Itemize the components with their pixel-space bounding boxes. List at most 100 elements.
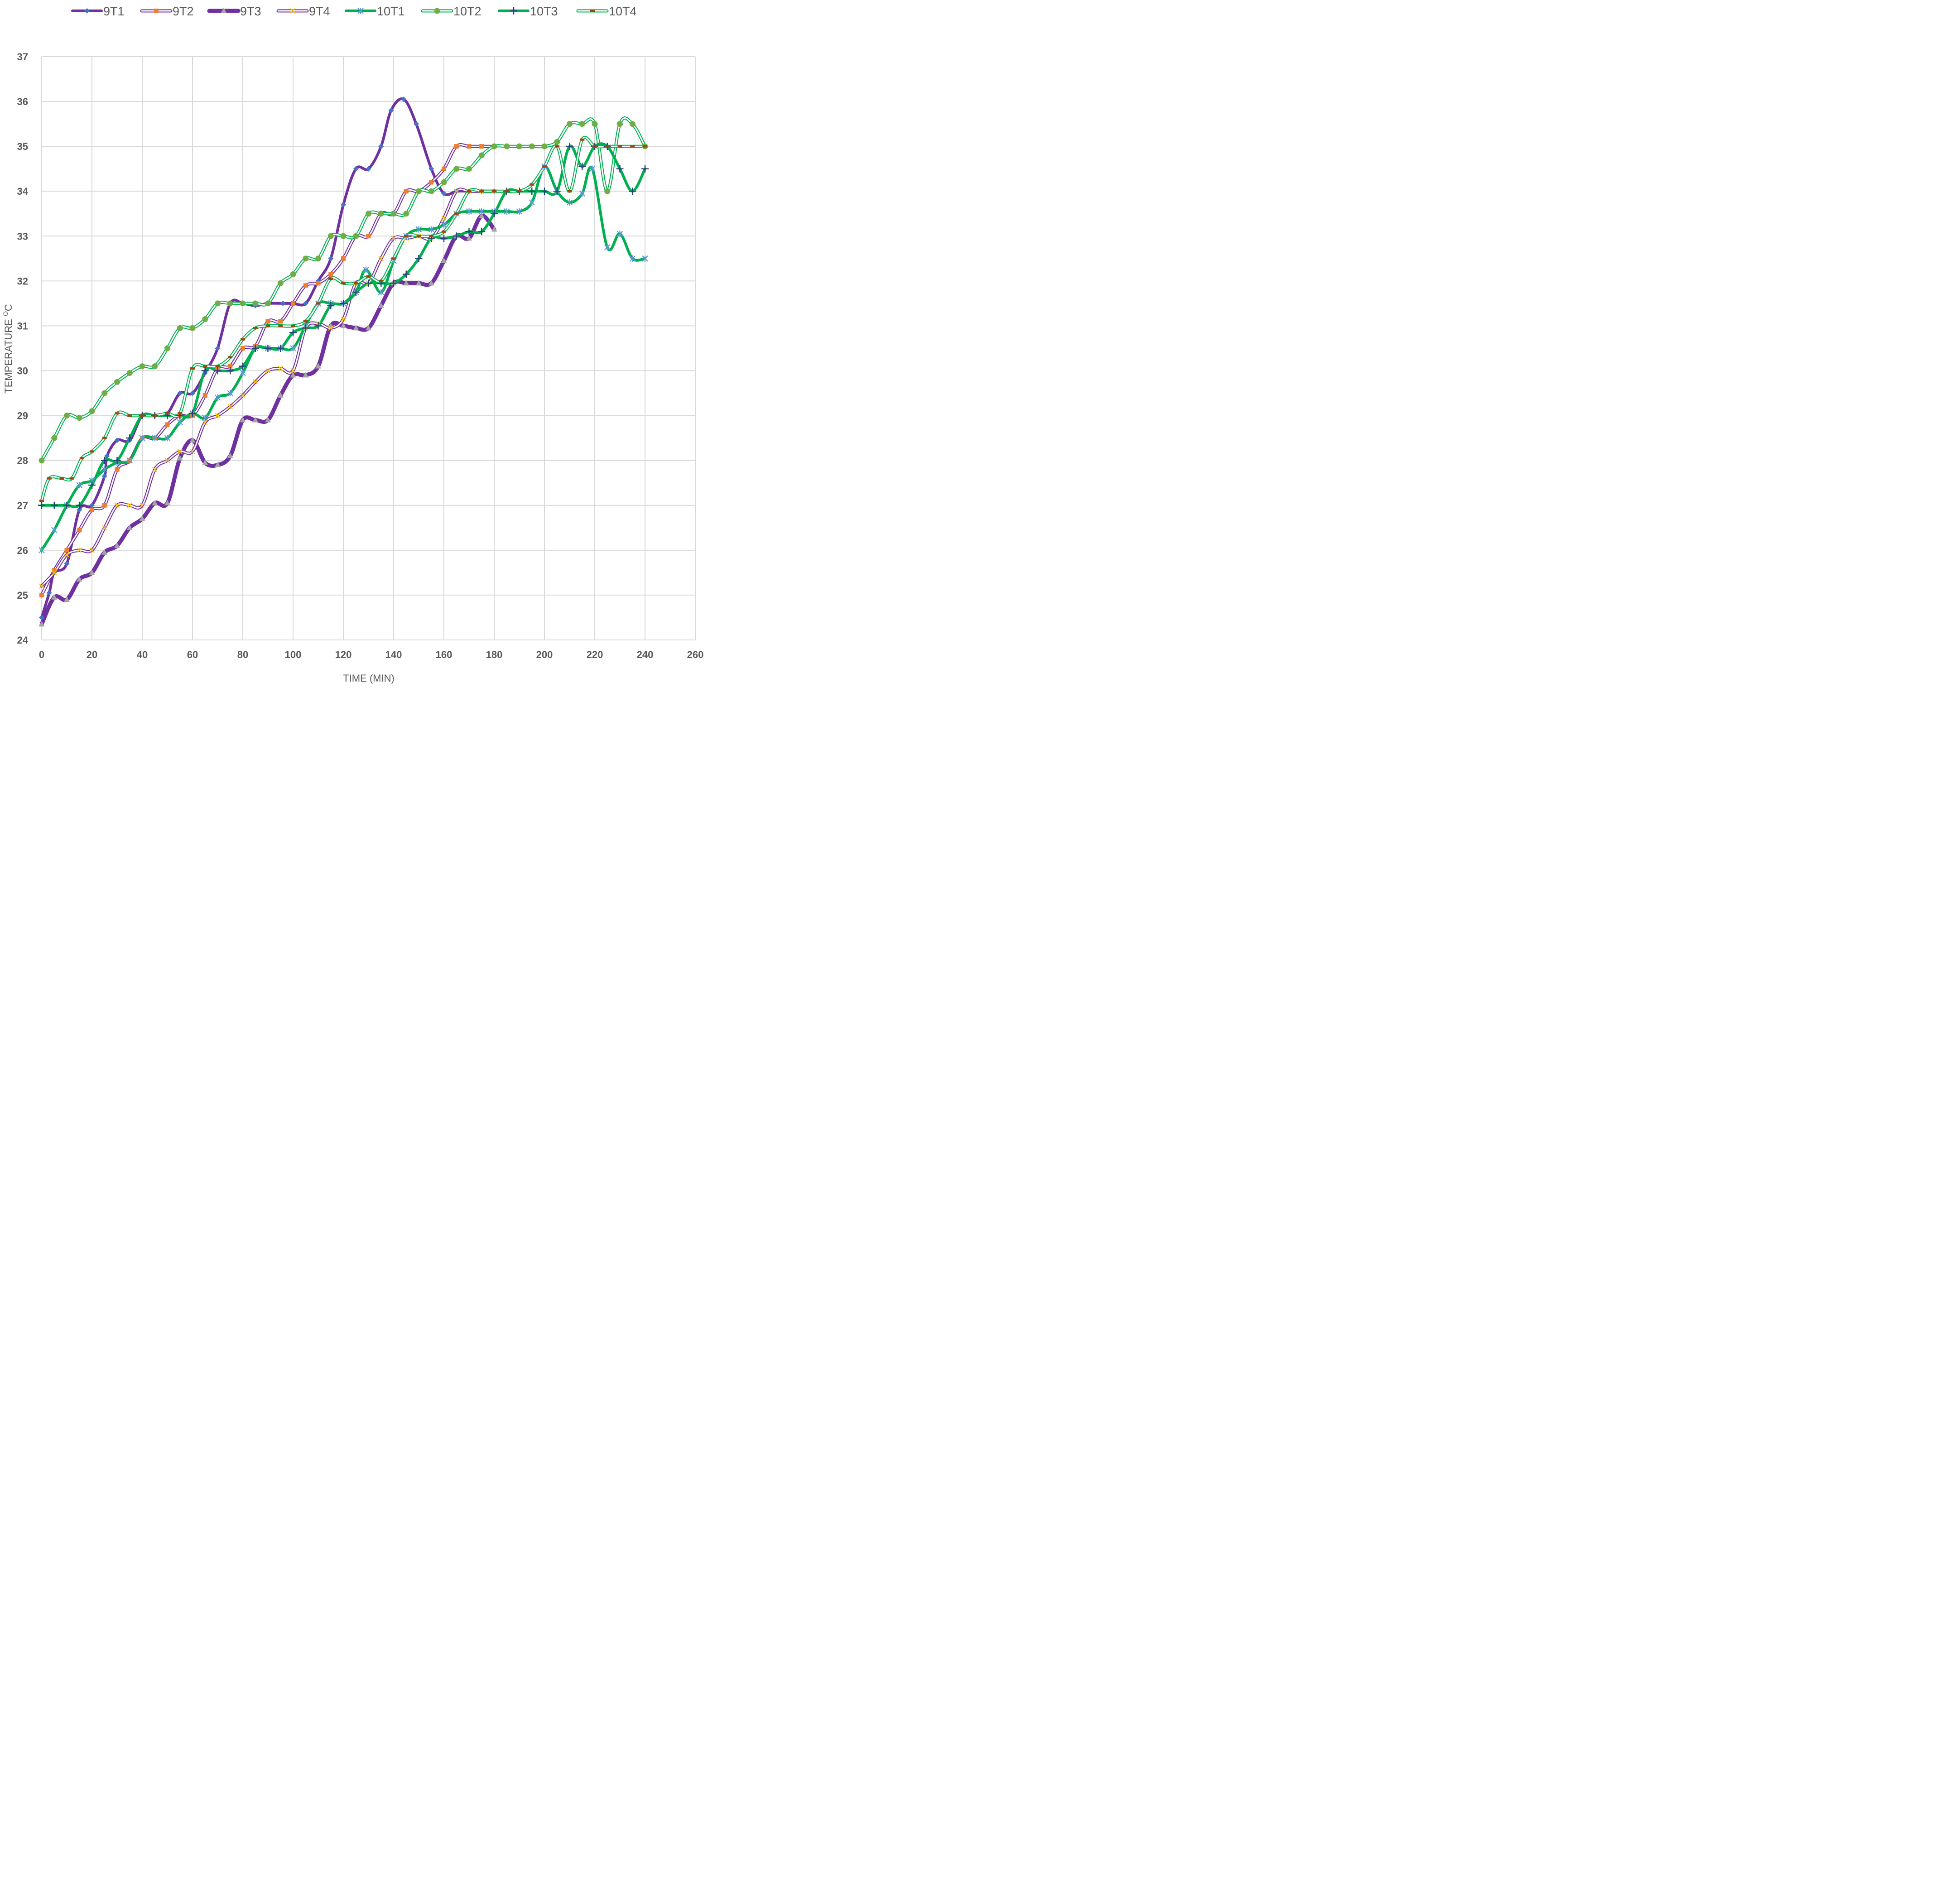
data-point-10t3 — [113, 457, 121, 464]
data-point-10t3 — [302, 324, 309, 332]
data-point-9t3 — [403, 280, 409, 286]
data-point-10t2 — [366, 211, 371, 217]
data-point-9t1 — [328, 255, 334, 261]
data-point-10t2 — [466, 166, 472, 172]
legend-item-9t2: 9T2 — [140, 5, 194, 18]
data-point-9t4 — [89, 548, 95, 553]
data-point-9t3 — [491, 226, 497, 232]
legend-label-9t2: 9T2 — [173, 5, 194, 18]
legend-swatch-marker-9t3 — [221, 8, 227, 13]
data-point-10t3 — [239, 362, 246, 370]
data-point-10t4 — [353, 282, 358, 284]
data-point-10t2 — [529, 143, 535, 149]
data-point-9t2 — [404, 189, 409, 194]
data-point-9t3 — [428, 280, 434, 286]
data-point-10t3 — [327, 302, 335, 309]
series-line-9t1 — [40, 97, 496, 619]
data-point-9t4 — [378, 256, 384, 261]
data-point-10t2 — [51, 435, 58, 441]
data-point-9t1 — [303, 300, 308, 306]
data-point-9t1 — [429, 166, 434, 172]
data-point-9t2 — [278, 319, 283, 324]
data-point-10t1 — [151, 435, 158, 442]
y-axis-title-text: TEMPERATURE — [3, 316, 14, 394]
data-point-10t3 — [63, 501, 71, 509]
data-point-10t4 — [303, 320, 308, 323]
data-point-10t4 — [291, 324, 295, 327]
legend-swatch-marker-10t2 — [434, 8, 440, 14]
data-point-9t1 — [46, 590, 52, 596]
data-point-10t3 — [453, 232, 460, 240]
data-point-10t3 — [214, 367, 222, 375]
x-tick-label: 100 — [285, 649, 302, 660]
data-point-10t4 — [69, 477, 74, 480]
data-point-10t4 — [341, 282, 346, 284]
legend-label-10t4: 10T4 — [609, 5, 637, 18]
data-point-9t2 — [467, 144, 472, 149]
data-point-10t4 — [39, 500, 44, 502]
data-point-10t3 — [478, 228, 486, 236]
data-point-10t4 — [429, 235, 434, 237]
data-point-9t3 — [265, 417, 271, 423]
data-point-9t3 — [76, 576, 82, 582]
data-point-10t4 — [265, 324, 270, 327]
legend-swatch-marker-10t4 — [590, 10, 595, 12]
data-point-9t4 — [252, 379, 258, 385]
data-point-9t2 — [90, 507, 94, 512]
data-point-10t1 — [177, 419, 183, 426]
y-tick-label: 35 — [17, 141, 28, 152]
data-point-10t3 — [201, 367, 209, 375]
data-point-9t1 — [378, 144, 384, 149]
data-point-10t4 — [190, 367, 195, 370]
y-tick-label: 31 — [17, 320, 28, 332]
data-point-10t2 — [215, 300, 221, 307]
data-point-9t1 — [77, 507, 82, 513]
data-point-9t4 — [202, 419, 208, 425]
data-point-10t2 — [353, 233, 359, 239]
data-point-9t1 — [353, 166, 359, 172]
y-tick-label: 27 — [17, 500, 28, 511]
data-point-9t4 — [391, 236, 396, 241]
data-point-10t3 — [314, 322, 322, 330]
data-point-10t3 — [101, 457, 108, 464]
data-point-9t4 — [215, 413, 221, 418]
data-point-9t3 — [139, 515, 145, 521]
data-point-10t2 — [327, 233, 334, 239]
data-point-10t1 — [616, 231, 623, 237]
data-point-9t1 — [215, 346, 221, 351]
data-point-10t1 — [202, 414, 208, 421]
data-point-10t1 — [503, 208, 510, 215]
data-point-10t4 — [328, 277, 333, 280]
data-point-9t4 — [101, 525, 107, 531]
data-point-10t1 — [363, 266, 369, 273]
data-point-10t3 — [264, 345, 272, 352]
data-point-10t1 — [529, 199, 535, 206]
legend-label-9t4: 9T4 — [309, 5, 330, 18]
data-point-9t1 — [341, 202, 346, 207]
data-point-10t2 — [617, 121, 623, 127]
data-point-10t4 — [592, 145, 597, 148]
data-point-9t2 — [64, 548, 69, 553]
data-point-9t4 — [453, 188, 459, 194]
legend-label-9t1: 9T1 — [103, 5, 125, 18]
data-point-10t1 — [589, 165, 596, 172]
data-point-9t3 — [441, 257, 447, 263]
data-point-10t3 — [641, 165, 649, 173]
data-point-9t1 — [190, 390, 195, 396]
data-point-10t1 — [76, 482, 83, 489]
x-tick-label: 200 — [536, 649, 553, 660]
data-point-9t4 — [190, 449, 195, 454]
data-point-9t3 — [378, 302, 384, 308]
x-tick-label: 20 — [87, 649, 97, 660]
data-point-9t3 — [466, 235, 472, 241]
data-point-10t4 — [479, 190, 484, 192]
data-point-9t2 — [328, 272, 333, 277]
data-point-9t4 — [152, 466, 158, 472]
data-point-10t2 — [227, 300, 233, 307]
data-point-10t3 — [528, 188, 536, 195]
data-point-10t4 — [253, 327, 258, 329]
data-point-9t4 — [114, 502, 120, 508]
x-tick-label: 60 — [187, 649, 198, 660]
data-point-9t3 — [114, 542, 120, 548]
data-point-9t3 — [277, 392, 284, 398]
